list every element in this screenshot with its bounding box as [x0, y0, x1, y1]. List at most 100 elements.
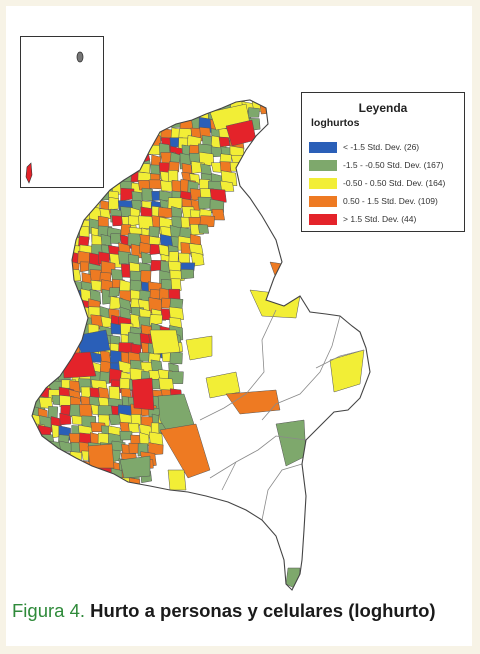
municipality-patch: [140, 107, 153, 123]
municipality-patch: [61, 460, 75, 474]
municipality-patch: [32, 361, 40, 374]
municipality-patch: [160, 108, 172, 123]
municipality-patch: [108, 386, 121, 400]
municipality-patch: [40, 297, 51, 309]
municipality-patch: [178, 252, 191, 264]
municipality-patch: [50, 350, 63, 363]
municipality-patch: [111, 100, 125, 111]
municipality-patch: [40, 350, 53, 363]
municipality-patch: [199, 100, 214, 113]
municipality-patch: [110, 145, 122, 161]
municipality-patch: [60, 306, 77, 316]
municipality-patch: [51, 208, 63, 220]
municipality-patch: [58, 262, 75, 278]
legend-label: > 1.5 Std. Dev. (44): [343, 214, 417, 224]
legend-swatch: [309, 196, 337, 207]
municipality-patch: [69, 325, 85, 337]
municipality-patch: [48, 215, 61, 230]
inset-map-san-andres: [20, 36, 104, 188]
municipality-patch: [37, 326, 50, 338]
municipality-patch: [169, 108, 186, 123]
municipality-patch: [68, 308, 85, 323]
municipality-patch: [49, 250, 63, 264]
municipality-patch: [108, 196, 120, 210]
municipality-patch: [70, 216, 81, 229]
municipality-patch: [32, 251, 43, 267]
municipality-patch: [131, 143, 146, 154]
municipality-patch: [259, 100, 276, 115]
municipality-patch: [118, 134, 133, 148]
municipality-patch: [40, 272, 56, 285]
municipality-patch: [32, 279, 43, 294]
municipality-patch: [32, 314, 46, 328]
municipality-patch: [48, 317, 64, 332]
municipality-patch: [205, 371, 241, 399]
municipality-patch: [126, 118, 143, 131]
municipality-patch: [32, 227, 44, 242]
municipality-patch: [50, 226, 62, 240]
legend-label: < -1.5 Std. Dev. (26): [343, 142, 420, 152]
municipality-patch: [32, 236, 43, 253]
municipality-patch: [32, 441, 44, 455]
municipality-patch: [50, 199, 66, 212]
municipality-patch: [49, 461, 64, 476]
municipality-patch: [185, 335, 213, 361]
municipality-patch: [130, 107, 144, 123]
municipality-patch: [158, 244, 170, 257]
municipality-patch: [129, 133, 142, 150]
municipality-patch: [110, 125, 123, 140]
municipality-patch: [218, 136, 231, 148]
municipality-patch: [119, 107, 132, 125]
legend-item-mid: -0.50 - 0.50 Std. Dev. (164): [309, 176, 464, 192]
municipality-patch: [127, 100, 141, 112]
municipality-patch: [40, 190, 51, 205]
municipality-patch: [151, 100, 166, 112]
municipality-patch: [40, 260, 57, 271]
municipality-patch: [50, 299, 66, 315]
municipality-patch: [100, 476, 115, 491]
municipality-patch: [199, 215, 216, 228]
municipality-patch: [40, 278, 54, 291]
municipality-patch: [41, 226, 55, 242]
map-legend: Leyenda loghurtos < -1.5 Std. Dev. (26) …: [301, 92, 465, 232]
municipality-patch: [169, 351, 183, 365]
municipality-patch: [39, 440, 51, 456]
municipality-patch: [59, 207, 77, 222]
municipality-patch: [60, 225, 72, 241]
municipality-patch: [149, 107, 161, 123]
municipality-patch: [329, 349, 365, 393]
municipality-patch: [48, 269, 64, 285]
figure-number: Figura 4.: [12, 600, 86, 621]
municipality-patch: [78, 476, 95, 488]
municipality-patch: [50, 307, 62, 322]
municipality-patch: [79, 261, 90, 273]
municipality-patch: [67, 188, 81, 204]
municipality-patch: [67, 475, 84, 485]
municipality-patch: [32, 326, 43, 338]
municipality-patch: [127, 155, 144, 167]
municipality-patch: [108, 117, 120, 130]
municipality-patch: [121, 116, 137, 130]
municipality-patch: [32, 377, 40, 390]
department-boundaries: [199, 309, 365, 521]
municipality-patch: [58, 470, 73, 486]
municipality-patch: [49, 343, 61, 358]
municipality-patch: [167, 197, 183, 209]
municipality-patch: [71, 415, 84, 425]
municipality-patch: [160, 180, 173, 192]
municipality-patch: [225, 389, 281, 415]
municipality-patch: [39, 334, 54, 345]
municipality-patch: [41, 244, 55, 258]
municipality-patch: [197, 224, 210, 234]
municipality-patch: [149, 329, 181, 355]
municipality-patch: [127, 233, 142, 246]
municipality-patch: [58, 187, 73, 203]
municipality-patch: [139, 134, 152, 148]
municipality-patch: [59, 412, 72, 426]
municipality-patch: [67, 459, 83, 473]
figure-title: Hurto a personas y celulares (loghurto): [90, 600, 436, 621]
legend-item-very-low: < -1.5 Std. Dev. (26): [309, 140, 464, 156]
municipality-patch: [59, 323, 71, 334]
municipality-patch: [219, 180, 235, 192]
legend-label: 0.50 - 1.5 Std. Dev. (109): [343, 196, 438, 206]
